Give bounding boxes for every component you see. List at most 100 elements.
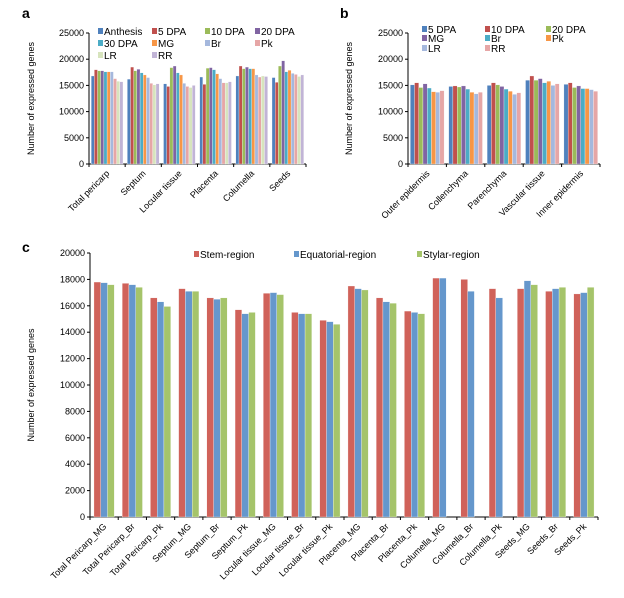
bar-10-dpa bbox=[242, 68, 246, 165]
legend-label: Stylar-region bbox=[423, 250, 480, 261]
bar-stylar-region bbox=[192, 291, 200, 518]
legend-label: LR bbox=[104, 51, 117, 62]
x-tick-label: Collenchyma bbox=[426, 168, 470, 212]
legend-item: LR bbox=[98, 51, 117, 62]
bar-30-dpa bbox=[212, 69, 216, 165]
bar-pk bbox=[149, 83, 153, 165]
bar-rr bbox=[478, 92, 483, 165]
legend-swatch bbox=[485, 26, 490, 32]
legend-label: 30 DPA bbox=[104, 39, 138, 50]
bar-mg bbox=[287, 70, 292, 165]
bar-equatorial-region bbox=[269, 292, 277, 518]
y-tick-label: 2000 bbox=[65, 486, 85, 496]
legend-item: 20 DPA bbox=[546, 25, 586, 36]
legend-swatch bbox=[255, 28, 260, 34]
bar-br bbox=[427, 87, 432, 165]
bar-stem-region bbox=[263, 293, 271, 518]
bar-10-dpa bbox=[567, 82, 573, 165]
bar-20-dpa bbox=[418, 87, 424, 165]
legend-label: MG bbox=[158, 39, 174, 50]
bar-20-dpa bbox=[172, 65, 177, 165]
bar-br bbox=[182, 83, 186, 165]
legend-swatch bbox=[422, 26, 427, 32]
bar-stylar-region bbox=[558, 287, 566, 518]
bar-equatorial-region bbox=[495, 297, 503, 518]
bar-30-dpa bbox=[284, 71, 289, 165]
bar-5-dpa bbox=[94, 69, 98, 165]
legend-swatch bbox=[98, 52, 103, 58]
bar-equatorial-region bbox=[382, 301, 390, 518]
legend-item: 30 DPA bbox=[98, 39, 138, 50]
y-tick-label: 20000 bbox=[59, 54, 84, 64]
bar-5-dpa bbox=[563, 84, 569, 165]
panel-label: b bbox=[340, 5, 349, 21]
legend-label: RR bbox=[158, 51, 172, 62]
bar-anthesis bbox=[235, 75, 240, 165]
legend-label: 5 DPA bbox=[158, 27, 186, 38]
y-tick-label: 8000 bbox=[65, 406, 85, 416]
legend-swatch bbox=[546, 35, 551, 41]
bar-anthesis bbox=[163, 83, 167, 165]
bar-5-dpa bbox=[410, 84, 415, 165]
legend-swatch bbox=[152, 40, 157, 46]
legend-swatch bbox=[98, 28, 103, 34]
bar-stem-region bbox=[404, 310, 412, 518]
y-tick-label: 10000 bbox=[378, 107, 403, 117]
bar-rr bbox=[300, 74, 304, 165]
bar-mg bbox=[499, 86, 505, 165]
legend-label: Anthesis bbox=[104, 27, 142, 38]
bar-equatorial-region bbox=[185, 291, 193, 518]
legend-item: RR bbox=[152, 51, 172, 62]
bar-20-dpa bbox=[533, 80, 539, 165]
bar-equatorial-region bbox=[580, 292, 588, 518]
bar-10-dpa bbox=[169, 67, 174, 165]
legend-swatch bbox=[194, 251, 199, 257]
legend-swatch bbox=[546, 26, 551, 32]
y-tick-label: 12000 bbox=[60, 354, 85, 364]
x-tick-label: Columella bbox=[221, 168, 256, 203]
bar-20-dpa bbox=[572, 87, 577, 165]
legend-label: Pk bbox=[261, 39, 274, 50]
legend-label: 10 DPA bbox=[491, 25, 525, 36]
panel-a: a 0 5000 10000 15000 20000 25000 Number of expr… bbox=[22, 5, 307, 215]
y-tick-label: 16000 bbox=[60, 301, 85, 311]
bar-br bbox=[290, 73, 295, 165]
bar-br bbox=[254, 74, 259, 165]
bar-stylar-region bbox=[135, 287, 143, 518]
bar-20-dpa bbox=[209, 67, 213, 165]
bar-mg bbox=[106, 71, 111, 165]
x-tick-label: Seeds bbox=[267, 168, 292, 193]
bar-stem-region bbox=[376, 297, 384, 518]
bar-10-dpa bbox=[452, 85, 458, 165]
panel-label: a bbox=[22, 5, 30, 21]
legend-item: 10 DPA bbox=[485, 25, 525, 36]
panel-label: c bbox=[22, 239, 30, 255]
legend-item: 5 DPA bbox=[422, 25, 456, 36]
y-tick-label: 0 bbox=[80, 512, 85, 522]
bar-anthesis bbox=[127, 78, 131, 165]
bar-anthesis bbox=[199, 76, 204, 165]
bar-stem-region bbox=[573, 293, 581, 518]
bar-rr bbox=[554, 83, 560, 165]
y-tick-label: 0 bbox=[79, 159, 84, 169]
bar-20-dpa bbox=[281, 60, 285, 165]
bar-5-dpa bbox=[166, 86, 171, 165]
bar-stylar-region bbox=[361, 289, 369, 518]
bar-equatorial-region bbox=[326, 321, 334, 518]
legend-label: Stem-region bbox=[200, 250, 254, 261]
legend-label: Br bbox=[491, 34, 502, 45]
legend-swatch bbox=[422, 35, 427, 41]
legend-item: RR bbox=[485, 44, 505, 55]
bar-equatorial-region bbox=[439, 277, 447, 518]
bar-lr bbox=[188, 87, 193, 165]
bar-equatorial-region bbox=[354, 288, 362, 518]
bar-rr bbox=[119, 81, 124, 165]
bar-stylar-region bbox=[417, 313, 425, 518]
bar-5-dpa bbox=[238, 65, 243, 165]
legend-item: 20 DPA bbox=[255, 27, 295, 38]
bar-stylar-region bbox=[107, 284, 115, 518]
bar-pk bbox=[294, 74, 298, 165]
y-tick-label: 14000 bbox=[60, 327, 85, 337]
bar-lr bbox=[261, 75, 265, 165]
panel-c: c 0 2000 4000 6000 8000 10000 12000 14000 16000 18… bbox=[22, 239, 599, 581]
